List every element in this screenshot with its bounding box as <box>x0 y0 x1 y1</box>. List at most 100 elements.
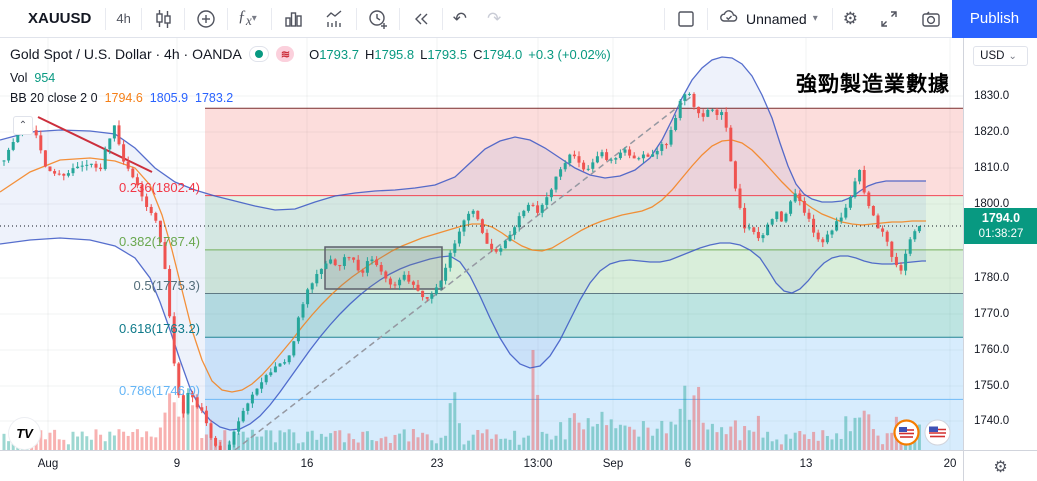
undo-icon: ↶ <box>452 9 468 28</box>
gear-icon: ⚙ <box>993 458 1008 476</box>
divider <box>355 7 357 30</box>
forecast-button[interactable] <box>314 0 356 37</box>
last-price-badge: 1794.0 01:38:27 <box>964 208 1037 244</box>
time-tick: 13 <box>799 458 813 470</box>
alert-clock-icon <box>367 8 389 30</box>
indicators-fx-icon: ƒx <box>237 7 252 29</box>
camera-icon <box>920 8 942 30</box>
time-tick: 6 <box>684 458 692 470</box>
divider <box>664 7 666 30</box>
bb-lower-value: 1783.2 <box>195 91 234 105</box>
replay-button[interactable] <box>400 0 442 37</box>
price-tick: 1830.0 <box>974 90 1010 102</box>
indicator-templates-button[interactable] <box>272 0 314 37</box>
snapshot-button[interactable] <box>910 0 952 37</box>
alert-button[interactable] <box>357 0 399 37</box>
undo-button[interactable]: ↶ <box>443 0 477 37</box>
time-tick: 20 <box>943 458 957 470</box>
forecast-icon <box>324 8 346 30</box>
candles <box>2 92 921 450</box>
legend-row-symbol: Gold Spot / U.S. Dollar · 4h · OANDA ≋ O… <box>10 46 611 62</box>
price-tick: 1760.0 <box>974 344 1010 356</box>
time-axis[interactable]: Aug 9 16 23 13:00 Sep 6 13 20 ⚙ <box>0 450 1037 481</box>
main-area: Gold Spot / U.S. Dollar · 4h · OANDA ≋ O… <box>0 38 1037 450</box>
time-tick: Sep <box>602 458 624 470</box>
price-tick: 1800.0 <box>974 198 1010 210</box>
bar-countdown: 01:38:27 <box>978 227 1024 240</box>
symbol-title[interactable]: Gold Spot / U.S. Dollar · 4h · OANDA <box>10 46 242 62</box>
us-event-icon[interactable] <box>893 419 920 450</box>
flag-icon[interactable]: ≋ <box>275 46 295 62</box>
symbol-search-button[interactable]: XAUUSD <box>28 10 92 27</box>
ohlc-pair: C1794.0 <box>473 46 523 62</box>
divider <box>183 7 185 30</box>
chart-canvas <box>0 38 963 450</box>
time-tick: 9 <box>173 458 181 470</box>
fullscreen-button[interactable] <box>868 0 910 37</box>
price-tick: 1750.0 <box>974 380 1010 392</box>
layout-name-label: Unnamed <box>746 10 807 27</box>
chart-surface[interactable]: Gold Spot / U.S. Dollar · 4h · OANDA ≋ O… <box>0 38 963 450</box>
ohlc-values: O1793.7 H1795.8 L1793.5 C1794.0 +0.3 (+0.02%… <box>309 47 611 62</box>
price-tick: 1770.0 <box>974 308 1010 320</box>
price-tick: 1810.0 <box>974 162 1010 174</box>
time-tick: 23 <box>430 458 444 470</box>
volume-label: Vol <box>10 71 28 85</box>
us-event-icon[interactable] <box>924 419 951 450</box>
time-tick: 13:00 <box>523 458 553 470</box>
toolbar-right-group: Unnamed ▾ ⚙ Publish <box>664 0 1037 38</box>
layout-icon <box>675 8 697 30</box>
price-tick: 1740.0 <box>974 415 1010 427</box>
indicators-button[interactable]: ƒx ▾ <box>228 0 271 37</box>
price-tick: 1820.0 <box>974 126 1010 138</box>
settings-gear-icon: ⚙ <box>842 9 858 28</box>
divider <box>441 7 443 30</box>
compare-button[interactable] <box>185 0 227 37</box>
layout-name-button[interactable]: Unnamed ▾ <box>708 0 832 37</box>
redo-icon: ↷ <box>487 9 502 28</box>
legend-row-bollinger[interactable]: BB 20 close 2 0 1794.6 1805.9 1783.2 <box>10 91 233 105</box>
toolbar-left-group: XAUUSD 4h ƒx ▾ <box>0 0 511 37</box>
bb-upper-value: 1805.9 <box>149 91 189 105</box>
price-axis[interactable]: USD ⌄ 1830.0 1820.0 1810.0 1800.0 1780.0 1770… <box>963 38 1037 450</box>
templates-icon <box>282 8 304 30</box>
legend-row-volume[interactable]: Vol 954 <box>10 71 55 85</box>
compare-plus-icon <box>195 8 217 30</box>
cloud-check-icon <box>718 6 740 31</box>
chevron-down-icon: ⌄ <box>1008 50 1017 62</box>
time-tick: 16 <box>300 458 314 470</box>
redo-button[interactable]: ↷ <box>477 0 511 37</box>
tradingview-logo[interactable]: TV <box>8 417 41 450</box>
time-axis-settings[interactable]: ⚙ <box>963 451 1037 481</box>
ohlc-pair: H1795.8 <box>364 46 415 62</box>
divider <box>398 7 400 30</box>
bb-label: BB 20 close 2 0 <box>10 91 98 105</box>
ohlc-pair: L1793.5 <box>420 46 468 62</box>
top-toolbar: XAUUSD 4h ƒx ▾ <box>0 0 1037 38</box>
chart-properties-button[interactable]: ⚙ <box>833 0 868 37</box>
interval-button[interactable]: 4h <box>116 11 131 26</box>
divider <box>270 7 272 30</box>
price-tick: 1780.0 <box>974 272 1010 284</box>
time-tick: Aug <box>37 458 59 470</box>
chart-style-button[interactable] <box>142 0 184 37</box>
ohlc-pair: O1793.7 <box>309 46 359 62</box>
text-annotation[interactable]: 強勁製造業數據 <box>796 73 950 96</box>
divider <box>831 7 833 30</box>
divider <box>226 7 228 30</box>
layout-select-button[interactable] <box>665 0 707 37</box>
replay-icon <box>410 8 432 30</box>
bb-mid-value: 1794.6 <box>104 91 143 105</box>
collapse-legend-button[interactable]: ⌃ <box>13 116 33 135</box>
last-price: 1794.0 <box>981 211 1021 225</box>
currency-label: USD <box>980 50 1005 62</box>
chevron-down-icon: ▾ <box>251 13 257 24</box>
currency-selector[interactable]: USD ⌄ <box>973 46 1028 66</box>
volume-bars <box>2 350 921 450</box>
market-status-icon[interactable] <box>248 46 269 62</box>
candles-icon <box>152 8 174 30</box>
divider <box>140 7 142 30</box>
publish-button[interactable]: Publish <box>952 0 1037 38</box>
divider <box>707 7 709 30</box>
